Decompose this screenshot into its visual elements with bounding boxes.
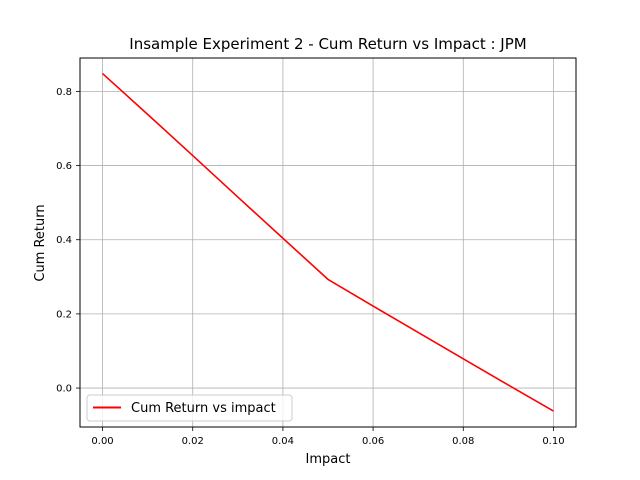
x-tick-label: 0.06	[362, 436, 384, 447]
plot-frame	[79, 57, 577, 428]
x-axis-ticks: 0.00 0.02 0.04 0.06 0.08 0.10	[91, 427, 565, 447]
x-tick-label: 0.02	[182, 436, 204, 447]
y-tick-label: 0.4	[56, 235, 72, 246]
y-axis-label: Cum Return	[33, 204, 48, 281]
legend: Cum Return vs impact	[86, 394, 293, 422]
x-tick-label: 0.04	[272, 436, 294, 447]
chart-title: Insample Experiment 2 - Cum Return vs Im…	[129, 35, 526, 53]
y-tick-label: 0.8	[56, 87, 72, 98]
y-tick-label: 0.6	[56, 161, 72, 172]
x-tick-label: 0.00	[91, 436, 113, 447]
grid-lines	[80, 58, 576, 427]
x-tick-label: 0.08	[452, 436, 474, 447]
x-axis-label: Impact	[306, 452, 351, 467]
x-tick-label: 0.10	[542, 436, 564, 447]
legend-box	[86, 394, 293, 422]
y-tick-label: 0.0	[56, 384, 72, 395]
series-group	[102, 72, 554, 412]
y-tick-label: 0.2	[56, 309, 72, 320]
y-axis-ticks: 0.0 0.2 0.4 0.6 0.8	[56, 87, 80, 395]
series-line	[102, 72, 554, 412]
legend-entry-label: Cum Return vs impact	[131, 401, 276, 416]
